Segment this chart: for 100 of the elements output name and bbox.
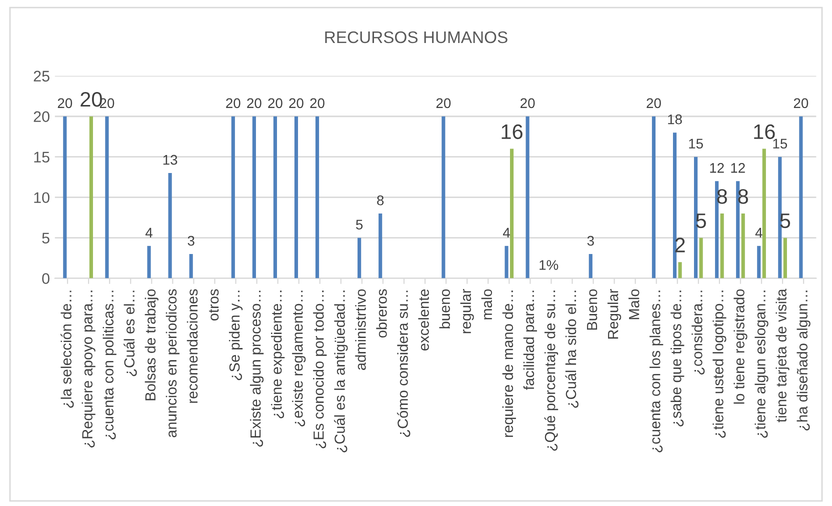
x-tick-label: ¿Se piden y… bbox=[228, 290, 243, 380]
data-label: 20 bbox=[226, 98, 240, 108]
x-tick-label: otros bbox=[209, 289, 219, 321]
x-tick-label: Regular bbox=[608, 288, 622, 339]
data-label: 4 bbox=[755, 228, 762, 238]
bar bbox=[720, 214, 724, 278]
x-tick-label: administrtivo bbox=[355, 289, 366, 370]
bar bbox=[273, 116, 277, 278]
y-tick-label: 15 bbox=[34, 152, 50, 163]
bar bbox=[189, 254, 193, 278]
x-tick-label: ¿ha diseñado algun… bbox=[796, 290, 810, 430]
bar bbox=[741, 214, 745, 278]
x-tick-label: recomendaciones bbox=[186, 289, 198, 403]
x-tick-label: Bueno bbox=[587, 289, 598, 330]
x-tick-label: ¿considera… bbox=[692, 290, 705, 375]
data-label: 12 bbox=[731, 163, 745, 173]
data-label: 20 bbox=[520, 98, 535, 108]
x-tick-label: obreros bbox=[376, 289, 387, 338]
x-tick-label: excelente bbox=[418, 289, 429, 351]
bar bbox=[588, 254, 592, 278]
x-tick-label: Malo bbox=[628, 289, 640, 320]
x-tick-label: tiene tarjeta de visita bbox=[776, 288, 790, 422]
x-tick-label: bueno bbox=[439, 289, 450, 328]
data-label: 20 bbox=[310, 98, 324, 108]
bar bbox=[147, 246, 151, 278]
data-label: 3 bbox=[587, 236, 594, 246]
data-label: 4 bbox=[145, 228, 152, 238]
data-label: 1% bbox=[540, 260, 558, 270]
data-label: 16 bbox=[754, 124, 775, 140]
bar bbox=[678, 262, 682, 278]
y-tick-label: 5 bbox=[42, 232, 50, 244]
data-label: 15 bbox=[689, 138, 703, 149]
data-label: 16 bbox=[502, 124, 522, 140]
x-tick-label: ¿tiene expediente… bbox=[271, 290, 285, 418]
x-tick-label: requiere de mano de… bbox=[502, 290, 516, 437]
x-tick-label: malo bbox=[481, 289, 492, 320]
bar bbox=[699, 238, 703, 278]
data-label: 15 bbox=[773, 138, 788, 149]
bar bbox=[762, 148, 766, 278]
bar bbox=[799, 116, 803, 278]
x-tick-label: ¿Requiere apoyo para… bbox=[82, 290, 96, 448]
x-tick-label: ¿Cómo considera su… bbox=[397, 290, 410, 437]
bar bbox=[358, 238, 362, 278]
bar bbox=[315, 116, 320, 278]
bar bbox=[63, 116, 67, 278]
x-tick-label: facilidad para… bbox=[523, 290, 537, 390]
x-tick-label: lo tiene registrado bbox=[734, 289, 748, 404]
chart-title: RECURSOS HUMANOS bbox=[325, 31, 508, 44]
data-label: 20 bbox=[247, 98, 262, 108]
bar bbox=[694, 156, 698, 278]
bar bbox=[526, 116, 530, 278]
data-label: 12 bbox=[710, 163, 724, 173]
bar bbox=[778, 156, 782, 278]
data-label: 20 bbox=[436, 98, 451, 108]
data-label: 3 bbox=[188, 236, 194, 246]
x-tick-label: ¿Cuál es la antigüedad… bbox=[334, 290, 348, 452]
x-tick-label: anuncios en periodicos bbox=[166, 289, 180, 438]
data-label: 20 bbox=[268, 98, 282, 108]
bar bbox=[442, 116, 446, 278]
data-label: 18 bbox=[668, 114, 682, 124]
data-label: 20 bbox=[646, 98, 661, 108]
bar bbox=[736, 181, 740, 278]
bar bbox=[652, 116, 656, 278]
data-label: 8 bbox=[377, 195, 384, 206]
x-tick-label: regular bbox=[460, 288, 474, 334]
data-label: 20 bbox=[794, 98, 808, 108]
data-label: 5 bbox=[356, 220, 363, 230]
x-tick-label: ¿tiene usted logotipo… bbox=[712, 290, 726, 438]
x-tick-label: ¿sabe que tipos de… bbox=[670, 290, 684, 426]
x-tick-label: ¿Qué porcentaje de su… bbox=[544, 290, 558, 451]
bar bbox=[510, 148, 514, 278]
x-tick-label: ¿Existe algun proceso… bbox=[250, 290, 264, 447]
bar bbox=[757, 246, 761, 278]
bar bbox=[783, 238, 787, 278]
x-tick-label: ¿existe reglamento… bbox=[292, 290, 306, 426]
data-label: 20 bbox=[58, 98, 72, 108]
x-tick-label: ¿cuenta con los planes… bbox=[650, 290, 664, 452]
y-tick-label: 10 bbox=[34, 192, 50, 204]
x-tick-label: ¿Cuál es el… bbox=[124, 290, 137, 376]
bar bbox=[294, 116, 298, 278]
x-tick-label: ¿Es conocido por todo… bbox=[313, 290, 327, 448]
bar bbox=[231, 116, 235, 278]
data-label: 20 bbox=[289, 98, 304, 108]
y-tick-label: 0 bbox=[42, 273, 50, 284]
x-tick-label: ¿tiene algun eslogan… bbox=[754, 290, 768, 438]
bar bbox=[504, 246, 508, 278]
x-tick-label: ¿Cuál ha sido el… bbox=[565, 290, 578, 408]
bar bbox=[672, 132, 677, 278]
bar bbox=[378, 214, 382, 278]
x-tick-label: Bolsas de trabajo bbox=[144, 289, 158, 400]
x-tick-label: ¿cuenta con politicas… bbox=[102, 290, 116, 440]
y-tick-label: 25 bbox=[34, 70, 50, 82]
x-tick-label: ¿la selección de… bbox=[60, 290, 74, 408]
bar bbox=[89, 116, 93, 278]
bar bbox=[105, 116, 109, 278]
data-label: 13 bbox=[163, 154, 178, 165]
y-tick-label: 20 bbox=[34, 111, 50, 122]
bar bbox=[715, 181, 719, 278]
data-label: 4 bbox=[502, 228, 510, 238]
bar bbox=[252, 116, 256, 278]
